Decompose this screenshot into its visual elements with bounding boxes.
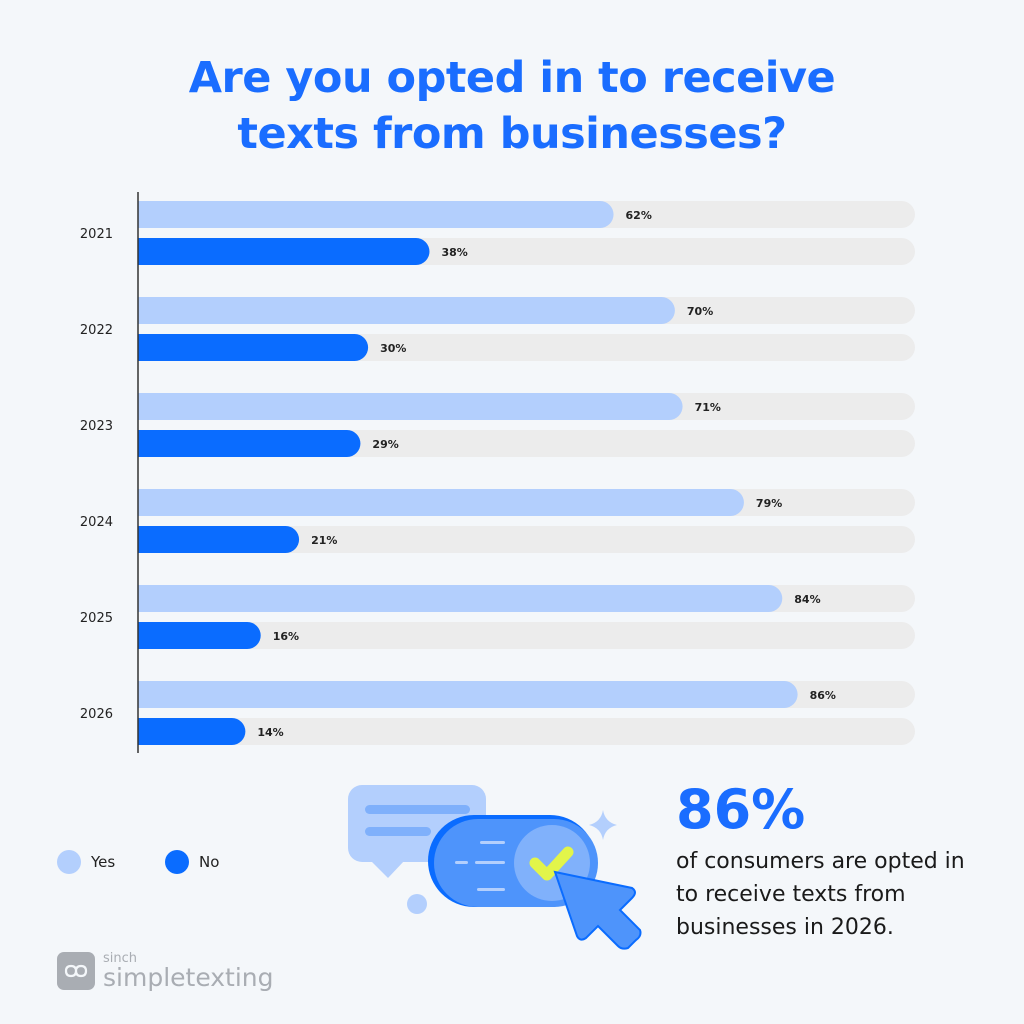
bar-no bbox=[138, 334, 369, 361]
value-label: 30% bbox=[380, 342, 406, 355]
bar-yes bbox=[138, 297, 675, 324]
value-label: 71% bbox=[695, 401, 721, 414]
bar-yes bbox=[138, 489, 744, 516]
legend-yes: Yes bbox=[57, 850, 115, 874]
callout-text: of consumers are opted in to receive tex… bbox=[676, 849, 965, 940]
value-label: 16% bbox=[273, 630, 299, 643]
bar-no bbox=[138, 430, 361, 457]
legend-yes-label: Yes bbox=[91, 853, 116, 871]
value-label: 62% bbox=[626, 209, 652, 222]
logo-name: simpletexting bbox=[103, 963, 274, 992]
legend-no-label: No bbox=[199, 853, 220, 871]
bar-no bbox=[138, 526, 300, 553]
bar-yes bbox=[138, 201, 614, 228]
title-line-1: Are you opted in to receive bbox=[188, 53, 836, 103]
decor-dot bbox=[407, 894, 427, 914]
year-label-2024: 2024 bbox=[80, 515, 113, 530]
year-label-2026: 2026 bbox=[80, 707, 113, 722]
value-label: 38% bbox=[441, 246, 467, 259]
year-label-2025: 2025 bbox=[80, 611, 113, 626]
logo-sinch: sinch bbox=[103, 951, 138, 966]
bar-yes bbox=[138, 681, 798, 708]
year-label-2022: 2022 bbox=[80, 323, 113, 338]
value-label: 84% bbox=[794, 593, 820, 606]
bar-chart: 2021 62% 38% 2022 70% 30% 2023 71% 29% 2024 79% 21%… bbox=[80, 192, 915, 753]
bar-track bbox=[138, 622, 915, 649]
value-label: 14% bbox=[257, 726, 283, 739]
value-label: 29% bbox=[372, 438, 398, 451]
value-label: 79% bbox=[756, 497, 782, 510]
bar-track bbox=[138, 718, 915, 745]
callout-stat: 86% bbox=[676, 778, 806, 841]
bar-track bbox=[138, 526, 915, 553]
opt-in-illustration bbox=[348, 785, 642, 950]
bar-yes bbox=[138, 393, 683, 420]
simpletexting-logo: sinch simpletexting bbox=[57, 952, 274, 990]
bar-no bbox=[138, 622, 261, 649]
year-label-2023: 2023 bbox=[80, 419, 113, 434]
legend-no-swatch bbox=[165, 850, 189, 874]
logo-icon bbox=[57, 952, 95, 990]
bar-no bbox=[138, 238, 430, 265]
cursor-icon bbox=[553, 870, 642, 950]
bar-no bbox=[138, 718, 246, 745]
chart-title: Are you opted in to receive texts from b… bbox=[0, 50, 1024, 162]
year-label-2021: 2021 bbox=[80, 227, 113, 242]
legend-yes-swatch bbox=[57, 850, 81, 874]
value-label: 86% bbox=[810, 689, 836, 702]
bar-yes bbox=[138, 585, 783, 612]
value-label: 21% bbox=[311, 534, 337, 547]
value-label: 70% bbox=[687, 305, 713, 318]
title-line-2: texts from businesses? bbox=[237, 109, 787, 159]
sparkle-icon bbox=[589, 810, 617, 840]
legend-no: No bbox=[165, 850, 219, 874]
